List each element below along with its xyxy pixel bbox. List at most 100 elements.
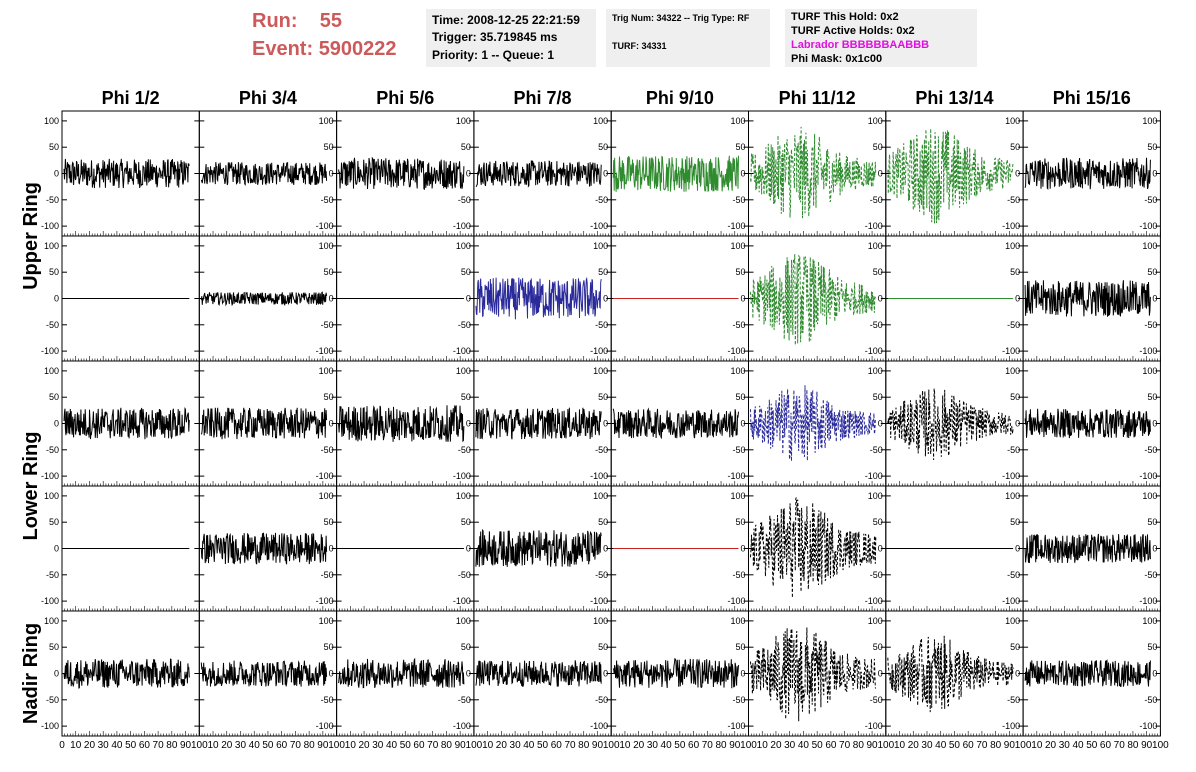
y-tick-label: 100 [730,491,745,501]
y-tick-label: 50 [49,642,59,652]
y-tick-label: 50 [461,517,471,527]
y-tick-label: 50 [873,142,883,152]
y-tick-label: -50 [1144,445,1157,455]
y-tick-label: -100 [1139,721,1157,731]
x-tick-label: 80 [990,740,1002,751]
y-tick-label: 0 [329,669,334,679]
y-tick-label: -100 [1139,471,1157,481]
y-tick-label: -100 [865,221,883,231]
column-header: Phi 1/2 [102,88,160,108]
y-tick-label: 100 [1005,616,1020,626]
x-tick-label: 30 [784,740,796,751]
y-tick-label: 0 [740,419,745,429]
x-tick-label: 80 [166,740,178,751]
y-tick-label: 100 [319,616,334,626]
run-value: 55 [319,10,343,32]
x-tick-label: 30 [1059,740,1071,751]
y-tick-label: 0 [54,169,59,179]
x-tick-label: 20 [908,740,920,751]
y-tick-label: 50 [49,267,59,277]
y-tick-label: 100 [1142,616,1157,626]
y-tick-label: -100 [1139,346,1157,356]
x-tick-label: 50 [674,740,686,751]
x-tick-label: 100 [603,740,620,751]
waveform [887,388,1014,461]
y-tick-label: 100 [593,491,608,501]
waveform [63,407,190,440]
y-tick-label: 100 [868,366,883,376]
y-tick-label: -50 [1144,570,1157,580]
waveform [200,291,328,307]
y-tick-label: 50 [735,517,745,527]
y-tick-label: 100 [44,616,59,626]
run-label: Run: [252,10,298,32]
y-tick-label: -50 [46,195,59,205]
waveform [475,407,602,440]
waveform [887,128,1014,224]
waveform [750,385,877,462]
x-tick-label: 30 [647,740,659,751]
y-tick-label: -50 [732,320,745,330]
event-value: 5900222 [318,38,397,60]
y-tick-label: -100 [1002,221,1020,231]
x-tick-label: 40 [661,740,673,751]
y-tick-label: -50 [1007,195,1020,205]
y-tick-label: 0 [329,294,334,304]
x-tick-label: 30 [921,740,933,751]
x-tick-label: 40 [386,740,398,751]
waveform [750,254,877,346]
y-tick-label: 100 [456,616,471,626]
waveform [612,657,739,689]
x-tick-label: 50 [400,740,412,751]
y-tick-label: -50 [870,195,883,205]
x-tick-label: 50 [949,740,961,751]
x-tick-label: 40 [111,740,123,751]
y-tick-label: 0 [878,419,883,429]
y-tick-label: 100 [319,116,334,126]
y-tick-label: -100 [590,221,608,231]
x-tick-label: 70 [1114,740,1126,751]
y-tick-label: 0 [603,544,608,554]
y-tick-label: -50 [1144,320,1157,330]
y-tick-label: 50 [873,392,883,402]
y-tick-label: 50 [1147,517,1157,527]
x-tick-label: 10 [482,740,494,751]
event-label: Event: [252,38,314,60]
y-tick-label: 0 [740,544,745,554]
y-tick-label: 0 [740,294,745,304]
y-tick-label: 0 [1152,294,1157,304]
y-tick-label: -50 [870,320,883,330]
y-tick-label: -100 [453,471,471,481]
turf-hold-text: TURF This Hold: 0x2 [791,11,899,23]
y-tick-label: 0 [466,669,471,679]
y-tick-label: 50 [735,267,745,277]
waveform [475,528,602,567]
priority-text: Priority: 1 -- Queue: 1 [432,48,555,62]
waveform [338,657,465,689]
y-tick-label: -100 [727,721,745,731]
y-tick-label: -100 [590,346,608,356]
x-tick-label: 30 [372,740,384,751]
y-tick-label: -100 [727,596,745,606]
y-tick-label: -50 [46,320,59,330]
x-tick-label: 50 [812,740,824,751]
y-tick-label: 50 [461,142,471,152]
waveform [475,660,602,687]
y-tick-label: -100 [41,471,59,481]
y-tick-label: -100 [727,221,745,231]
y-tick-label: 0 [54,294,59,304]
y-tick-label: -50 [458,695,471,705]
y-tick-label: 100 [1005,116,1020,126]
x-tick-label: 70 [427,740,439,751]
turf-info-box: TURF This Hold: 0x2 TURF Active Holds: 0… [785,9,977,67]
y-tick-label: -50 [595,195,608,205]
y-tick-label: -50 [321,570,334,580]
y-tick-label: 0 [603,669,608,679]
x-tick-label: 60 [276,740,288,751]
waveform [475,276,602,320]
x-tick-label: 10 [1031,740,1043,751]
y-tick-label: -50 [321,320,334,330]
y-tick-label: 50 [324,267,334,277]
y-tick-label: 0 [740,169,745,179]
